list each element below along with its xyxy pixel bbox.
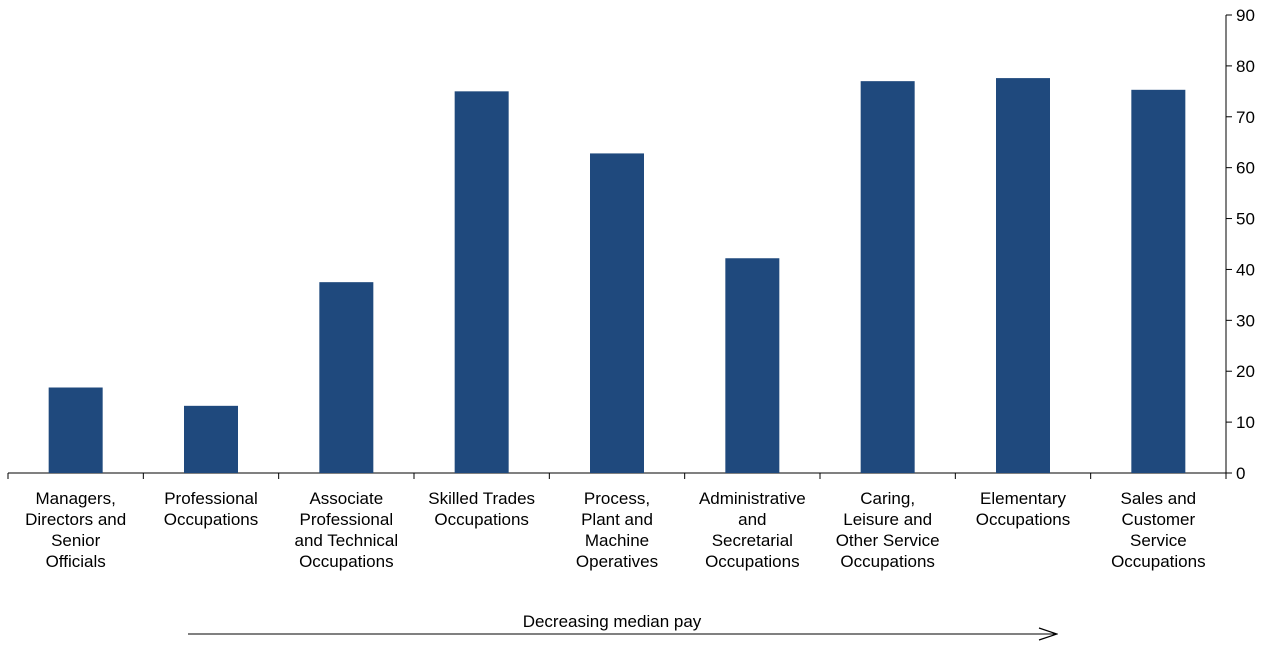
bar [725,258,780,473]
x-tick-label: Administrative and Secretarial Occupations [699,489,806,571]
x-tick-label: Skilled Trades Occupations [428,489,535,529]
annotation: Decreasing median pay [523,612,702,631]
x-tick-label: Managers, Directors and Senior Officials [25,489,126,571]
x-tick-label: Associate Professional and Technical Occupa… [295,489,399,571]
x-tick-label: Professional Occupations [164,489,259,529]
bar [184,405,238,473]
y-tick-label: 0 [1236,464,1245,483]
y-tick-label: 50 [1236,210,1255,229]
x-tick-label: Process, Plant and Machine Operatives [576,489,658,571]
bar [860,81,915,474]
bar [1131,89,1186,473]
y-tick-label: 30 [1236,311,1255,330]
y-tick-label: 10 [1236,413,1255,432]
bar [454,91,509,473]
bar [996,78,1050,473]
x-tick-label: Sales and Customer Service Occupations [1111,489,1206,571]
y-tick-label: 60 [1236,159,1255,178]
y-tick-label: 20 [1236,362,1255,381]
y-tick-label: 80 [1236,57,1255,76]
bar [590,153,644,473]
y-tick-label: 90 [1236,6,1255,25]
y-tick-label: 70 [1236,108,1255,127]
x-tick-label: Caring, Leisure and Other Service Occupatio… [836,489,940,571]
x-tick-label: Elementary Occupations [976,489,1071,529]
bar [319,282,374,473]
y-tick-label: 40 [1236,260,1255,279]
bar [48,387,103,473]
